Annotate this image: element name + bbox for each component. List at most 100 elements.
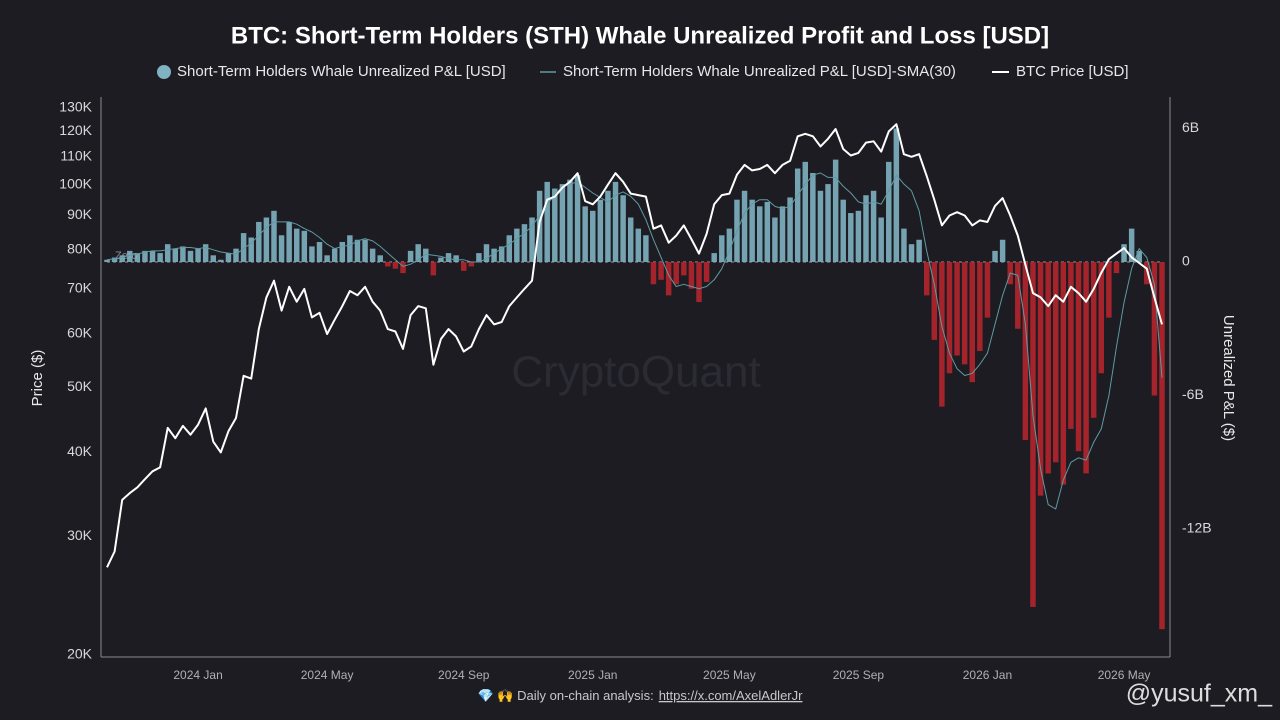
bar bbox=[696, 261, 702, 303]
bar bbox=[195, 248, 201, 262]
bar bbox=[665, 261, 672, 296]
bar bbox=[294, 228, 300, 262]
legend-label[interactable]: BTC Price [USD] bbox=[1016, 63, 1129, 80]
x-tick-label: 2025 Sep bbox=[833, 668, 885, 682]
y-tick-label: 40K bbox=[67, 443, 93, 459]
bar bbox=[104, 259, 110, 262]
bar bbox=[590, 210, 596, 262]
bar bbox=[749, 199, 755, 262]
bar bbox=[863, 195, 869, 262]
y-tick-label: 20K bbox=[67, 646, 93, 662]
bar bbox=[635, 228, 642, 262]
bar bbox=[157, 253, 163, 262]
bar bbox=[521, 224, 528, 262]
bar bbox=[453, 255, 459, 262]
bar bbox=[1113, 261, 1120, 274]
bar bbox=[711, 253, 717, 262]
bar bbox=[703, 261, 710, 283]
bar bbox=[764, 201, 771, 262]
bar bbox=[392, 261, 399, 269]
y-tick-label: 70K bbox=[67, 280, 93, 296]
bar bbox=[514, 228, 520, 262]
bar bbox=[1106, 261, 1112, 318]
bar bbox=[855, 210, 862, 262]
chart-title: BTC: Short-Term Holders (STH) Whale Unre… bbox=[231, 22, 1049, 49]
bar bbox=[415, 244, 421, 262]
bar bbox=[567, 179, 573, 262]
y-tick-label: 30K bbox=[67, 527, 93, 543]
bar bbox=[825, 184, 831, 262]
bar bbox=[111, 257, 118, 262]
bar bbox=[187, 250, 194, 262]
bar bbox=[1121, 244, 1127, 262]
bar bbox=[658, 261, 664, 280]
overlay-handle: @yusuf_xm_ bbox=[1126, 680, 1273, 708]
bar bbox=[202, 244, 209, 262]
y2-tick-label: 0 bbox=[1182, 253, 1190, 269]
bar bbox=[886, 161, 892, 262]
bar bbox=[385, 261, 391, 267]
bar bbox=[741, 190, 748, 262]
bar bbox=[529, 217, 535, 262]
bar bbox=[757, 206, 763, 262]
bar bbox=[483, 244, 490, 262]
y-tick-label: 90K bbox=[67, 206, 93, 222]
bar bbox=[324, 255, 330, 262]
bar bbox=[939, 261, 945, 407]
bar bbox=[278, 235, 285, 262]
bar bbox=[582, 206, 588, 262]
bar bbox=[954, 261, 960, 356]
bar bbox=[1068, 261, 1074, 429]
bar bbox=[301, 230, 308, 262]
y-tick-label: 110K bbox=[60, 148, 92, 164]
bar bbox=[605, 190, 611, 262]
bar bbox=[916, 239, 922, 262]
bar bbox=[840, 199, 846, 262]
bar bbox=[225, 253, 232, 262]
bar bbox=[544, 181, 550, 262]
bar bbox=[233, 248, 239, 262]
bar bbox=[893, 128, 900, 262]
bar bbox=[164, 244, 171, 262]
bar bbox=[263, 217, 270, 262]
bar bbox=[134, 253, 141, 262]
legend-label[interactable]: Short-Term Holders Whale Unrealized P&L … bbox=[563, 63, 956, 80]
bar bbox=[597, 199, 604, 262]
bar bbox=[377, 255, 383, 262]
bar bbox=[430, 261, 437, 276]
plot-area: 20K 30K 40K 50K 60K 70K 80K 90K 100K 110K 120K 130K… bbox=[59, 99, 1211, 682]
bar bbox=[984, 261, 991, 318]
x-tick-label: 2024 May bbox=[301, 668, 354, 682]
bar bbox=[931, 261, 938, 340]
bar bbox=[1090, 261, 1097, 418]
y2-tick-label: -6B bbox=[1182, 386, 1204, 402]
bar bbox=[681, 261, 687, 276]
bar bbox=[810, 172, 816, 262]
bar bbox=[817, 190, 824, 262]
bar bbox=[832, 159, 839, 262]
bar bbox=[1151, 261, 1158, 396]
bar bbox=[1060, 261, 1067, 485]
y2-tick-label: 6B bbox=[1182, 119, 1199, 135]
bar bbox=[180, 246, 186, 262]
x-tick-label: 2026 Jan bbox=[963, 668, 1012, 682]
bar bbox=[552, 188, 558, 262]
y-tick-label: 100K bbox=[59, 175, 92, 191]
bar bbox=[620, 195, 626, 262]
bar bbox=[1128, 228, 1135, 262]
bar bbox=[362, 239, 368, 262]
bar bbox=[468, 261, 475, 267]
bar bbox=[787, 197, 793, 262]
bar bbox=[1098, 261, 1105, 374]
y2-axis-title: Unrealized P&L ($) bbox=[1220, 315, 1237, 441]
legend-label[interactable]: Short-Term Holders Whale Unrealized P&L … bbox=[177, 63, 506, 80]
bar bbox=[286, 221, 292, 262]
bar bbox=[172, 248, 179, 262]
y-tick-label: 80K bbox=[67, 241, 93, 257]
bar bbox=[961, 261, 968, 365]
bar bbox=[400, 261, 406, 274]
bar bbox=[218, 259, 224, 262]
bar bbox=[1037, 261, 1044, 496]
bar bbox=[627, 217, 634, 262]
footer-link[interactable]: https://x.com/AxelAdlerJr bbox=[659, 688, 803, 703]
